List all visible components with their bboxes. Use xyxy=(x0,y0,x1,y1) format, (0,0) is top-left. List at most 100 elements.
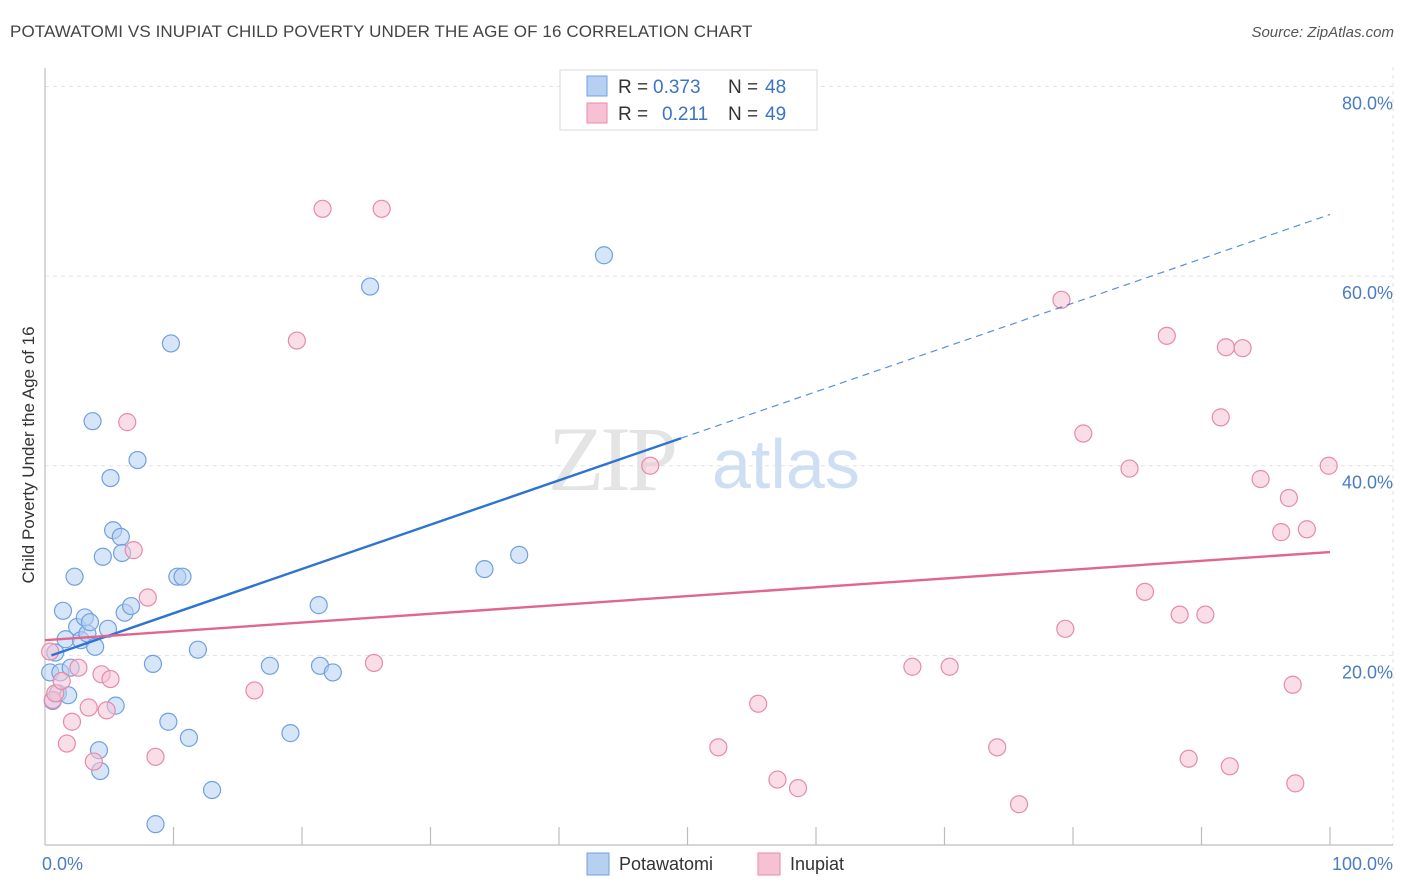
x-tick-label-1: 100.0% xyxy=(1332,854,1393,874)
inupiat-point-8 xyxy=(84,752,103,771)
bottom-legend: Potawatomi Inupiat xyxy=(586,852,844,876)
gridlines xyxy=(45,67,1394,845)
legend-r-label-2: R = xyxy=(618,104,648,125)
legend-swatch-potawatomi xyxy=(586,75,608,97)
inupiat-trend-line xyxy=(44,550,1331,642)
watermark-atlas: atlas xyxy=(712,425,860,503)
chart-source: Source: ZipAtlas.com xyxy=(1251,24,1394,41)
potawatomi-point-21 xyxy=(101,468,120,488)
legend-n-value-1: 48 xyxy=(765,77,786,98)
inupiat-point-15 xyxy=(146,747,165,766)
legend-swatch-inupiat xyxy=(586,102,608,124)
inupiat-point-13 xyxy=(124,541,143,560)
inupiat-point-3 xyxy=(52,671,71,691)
inupiat-point-34 xyxy=(1135,582,1155,601)
inupiat-point-36 xyxy=(1170,605,1189,624)
potawatomi-point-37 xyxy=(202,780,222,800)
potawatomi-point-5 xyxy=(53,601,73,620)
inupiat-point-17 xyxy=(287,331,306,350)
x-tick-label-0: 0.0% xyxy=(42,854,83,874)
data-points xyxy=(41,199,1338,834)
bottom-legend-label-potawatomi: Potawatomi xyxy=(619,854,713,874)
inupiat-point-29 xyxy=(1009,795,1029,814)
inupiat-point-30 xyxy=(1052,290,1071,309)
inupiat-point-43 xyxy=(1251,469,1270,489)
inupiat-point-47 xyxy=(1286,774,1305,793)
inupiat-point-46 xyxy=(1283,675,1302,694)
y-axis-label: Child Poverty Under the Age of 16 xyxy=(19,326,38,583)
potawatomi-point-29 xyxy=(143,654,163,674)
inupiat-point-14 xyxy=(138,588,157,607)
inupiat-point-41 xyxy=(1220,757,1239,776)
inupiat-point-19 xyxy=(364,653,384,673)
potawatomi-point-45 xyxy=(510,545,529,564)
potawatomi-point-46 xyxy=(594,246,614,265)
potawatomi-point-43 xyxy=(361,277,380,296)
inupiat-point-25 xyxy=(788,779,808,798)
potawatomi-point-30 xyxy=(146,815,165,834)
inupiat-point-5 xyxy=(62,712,82,731)
potawatomi-point-31 xyxy=(159,712,178,731)
potawatomi-trend-line xyxy=(51,437,682,657)
y-tick-label-1: 40.0% xyxy=(1342,473,1393,493)
potawatomi-point-40 xyxy=(309,596,328,615)
y-tick-label-0: 20.0% xyxy=(1342,662,1393,682)
bottom-legend-swatch-potawatomi xyxy=(586,852,610,876)
legend-r-value-2: 0.211 xyxy=(662,104,708,125)
legend-box: R = 0.373 N = 48 R = 0.211 N = 49 xyxy=(559,69,818,131)
y-tick-label-3: 80.0% xyxy=(1342,93,1393,113)
inupiat-point-38 xyxy=(1196,605,1215,624)
potawatomi-point-15 xyxy=(83,412,102,431)
legend-n-label-2: N = xyxy=(728,104,758,125)
inupiat-point-0 xyxy=(41,642,60,661)
potawatomi-point-44 xyxy=(475,559,494,579)
potawatomi-point-24 xyxy=(111,527,130,546)
legend-n-label-1: N = xyxy=(728,77,758,98)
inupiat-point-18 xyxy=(313,199,332,218)
tick-labels: 20.0% 40.0% 60.0% 80.0% 0.0% 100.0% xyxy=(42,93,1393,874)
inupiat-point-44 xyxy=(1272,523,1291,542)
watermark-zip: ZIP xyxy=(548,408,675,510)
potawatomi-point-28 xyxy=(128,450,147,470)
potawatomi-point-14 xyxy=(80,613,100,632)
y-tick-label-2: 60.0% xyxy=(1342,283,1393,303)
inupiat-point-6 xyxy=(69,658,88,677)
inupiat-point-48 xyxy=(1297,520,1316,539)
inupiat-point-10 xyxy=(97,701,116,720)
inupiat-point-7 xyxy=(79,698,98,717)
inupiat-point-35 xyxy=(1157,326,1176,345)
potawatomi-point-19 xyxy=(93,547,112,566)
potawatomi-point-9 xyxy=(65,567,84,586)
potawatomi-point-39 xyxy=(281,724,300,743)
axes xyxy=(44,68,1393,846)
inupiat-point-37 xyxy=(1179,749,1198,768)
inupiat-point-11 xyxy=(101,669,120,689)
inupiat-point-12 xyxy=(118,413,137,432)
inupiat-point-21 xyxy=(641,456,660,475)
inupiat-point-26 xyxy=(903,657,922,676)
bottom-legend-label-inupiat: Inupiat xyxy=(790,854,844,874)
inupiat-point-27 xyxy=(940,657,959,676)
legend-r-label-1: R = xyxy=(618,77,648,98)
inupiat-point-40 xyxy=(1216,338,1236,357)
potawatomi-point-27 xyxy=(121,596,141,616)
potawatomi-point-36 xyxy=(188,640,208,659)
trend-lines xyxy=(44,213,1331,657)
inupiat-point-33 xyxy=(1120,459,1139,478)
potawatomi-trend-extension xyxy=(680,213,1331,439)
inupiat-point-24 xyxy=(768,770,787,789)
legend-n-value-2: 49 xyxy=(765,104,786,125)
inupiat-point-49 xyxy=(1319,456,1338,475)
potawatomi-point-20 xyxy=(98,619,118,638)
inupiat-point-42 xyxy=(1233,339,1252,358)
potawatomi-point-34 xyxy=(173,567,192,586)
inupiat-point-31 xyxy=(1056,619,1075,638)
inupiat-point-20 xyxy=(372,199,391,218)
legend-r-value-1: 0.373 xyxy=(653,77,701,98)
potawatomi-point-35 xyxy=(179,728,199,747)
watermark: ZIP atlas xyxy=(548,408,860,510)
inupiat-point-45 xyxy=(1279,488,1298,508)
inupiat-point-16 xyxy=(245,681,264,700)
inupiat-point-23 xyxy=(749,694,768,713)
